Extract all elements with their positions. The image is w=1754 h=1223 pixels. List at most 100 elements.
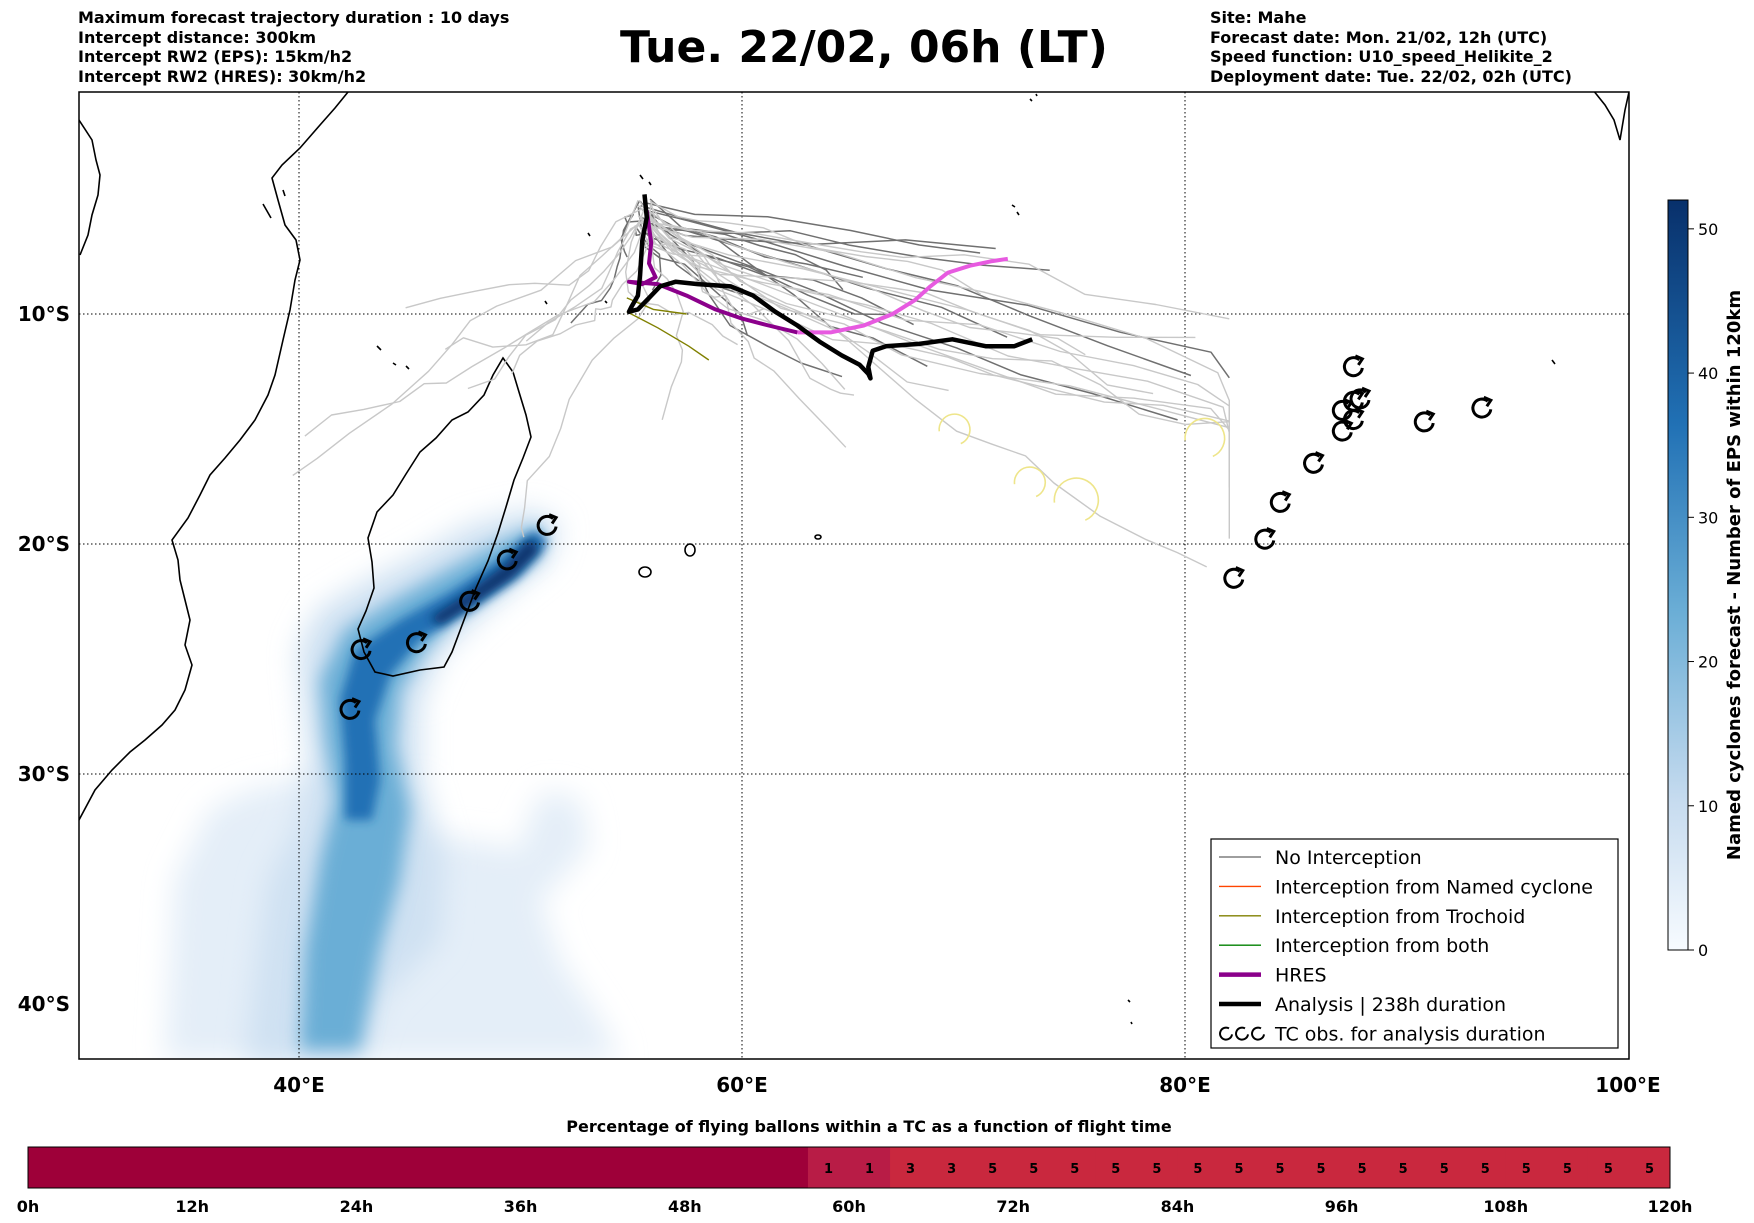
reunion-island: [638, 566, 652, 578]
bar-tick-label: 96h: [1325, 1197, 1359, 1216]
analysis-track: [626, 194, 1034, 381]
bar-cell: [972, 1147, 1014, 1188]
no-interception-track: [646, 202, 981, 254]
no-interception-track: [637, 223, 847, 448]
y-tick-label: 30°S: [18, 762, 70, 786]
tc-observation-arrow: [351, 697, 362, 709]
tc-observation-symbol: [536, 514, 558, 536]
africa-coastline: [79, 92, 349, 821]
no-interception-track: [520, 204, 652, 538]
colorbar-tick-label: 30: [1698, 508, 1718, 527]
tc-observation-arrow: [1354, 407, 1365, 419]
x-tick-label: 80°E: [1159, 1073, 1211, 1097]
legend-label: Analysis | 238h duration: [1275, 994, 1506, 1016]
bar-cell: [890, 1147, 932, 1188]
mauritius-island: [684, 543, 696, 557]
no-interception-track: [644, 219, 684, 420]
colorbar-gradient: [1667, 199, 1689, 951]
trochoid-loop: [938, 413, 971, 445]
header-right-line: Forecast date: Mon. 21/02, 12h (UTC): [1210, 27, 1548, 47]
amsterdam-islands: [1127, 999, 1133, 1025]
legend-label: Interception from both: [1275, 935, 1489, 957]
header-left-line: Intercept distance: 300km: [78, 27, 317, 47]
rodrigues-island: [814, 534, 822, 540]
bar-cell-label: 5: [1070, 1162, 1079, 1177]
hres-track-late: [797, 256, 1009, 335]
bar-cell-label: 5: [1399, 1162, 1408, 1177]
bar-cell-label: 5: [988, 1162, 997, 1177]
bar-tick-label: 120h: [1648, 1197, 1693, 1216]
bar-tick-label: 60h: [832, 1197, 866, 1216]
colorbar-tick-label: 0: [1698, 941, 1708, 960]
trochoid-track: [626, 311, 710, 361]
bar-tick-label: 72h: [996, 1197, 1030, 1216]
header-left-line: Intercept RW2 (EPS): 15km/h2: [78, 47, 353, 66]
tc-observation-symbol: [350, 639, 372, 661]
bar-title: Percentage of flying ballons within a TC…: [566, 1117, 1172, 1136]
bar-cell-label: 1: [824, 1162, 833, 1177]
legend-tc-symbol: [1251, 1026, 1265, 1041]
bar-tick-label: 24h: [340, 1197, 374, 1216]
legend-items: No Interception Interception from Named c…: [1219, 847, 1593, 1045]
bar-cells: 1 1 3 3 5 5 5 5 5 5 5 5 5 5 5 5 5 5 5 5 5: [28, 1147, 1671, 1188]
tc-observations: [339, 354, 1494, 720]
colorbar-tick-label: 40: [1698, 364, 1718, 383]
header-right-line: Deployment date: Tue. 22/02, 02h (UTC): [1210, 66, 1572, 86]
y-tick-label: 10°S: [18, 302, 70, 326]
no-interception-track: [637, 224, 1230, 539]
no-interception-track: [639, 218, 1230, 320]
header-left-line: Intercept RW2 (HRES): 30km/h2: [78, 66, 367, 86]
header-left-info: Maximum forecast trajectory duration : 1…: [78, 8, 509, 86]
cyclone-density-field: [165, 510, 620, 1059]
tc-observation-arrow: [470, 589, 481, 601]
header-right-line: Site: Mahe: [1210, 8, 1307, 27]
legend: No Interception Interception from Named c…: [1210, 838, 1619, 1049]
x-tick-label: 100°E: [1595, 1073, 1660, 1097]
bar-cell-label: 5: [1645, 1162, 1654, 1177]
tc-observation-arrow: [1361, 386, 1372, 398]
no-interception-track: [511, 217, 651, 375]
no-interception-track: [640, 216, 846, 390]
tc-observation-symbol: [1331, 420, 1353, 442]
bar-cell: [1382, 1147, 1425, 1188]
tc-observation-arrow: [1235, 566, 1245, 578]
bar-cell: [1423, 1147, 1466, 1188]
no-interception-track: [641, 222, 1230, 422]
tc-observation-symbol: [1413, 411, 1435, 433]
no-interception-track: [642, 204, 764, 316]
tc-observation-arrow: [508, 547, 519, 559]
legend-label: TC obs. for analysis duration: [1274, 1023, 1546, 1045]
bar-cell: [1505, 1147, 1548, 1188]
y-tick-label: 20°S: [18, 532, 70, 556]
tc-observation-arrow: [1483, 395, 1494, 408]
bar-cell: [1013, 1147, 1055, 1188]
no-interception-track: [467, 215, 643, 390]
bar-tick-label: 12h: [175, 1197, 209, 1216]
colorbar-tick-label: 10: [1698, 797, 1718, 816]
no-interception-track: [637, 215, 1208, 568]
trochoid-loop: [1184, 417, 1226, 458]
x-tick-label: 40°E: [273, 1073, 325, 1097]
no-interception-track: [405, 207, 643, 309]
legend-tc-symbol: [1235, 1026, 1249, 1041]
no-interception-track: [525, 206, 648, 342]
bar-cell: [1259, 1147, 1302, 1188]
bar-frame: [27, 1146, 1671, 1189]
no-interception-track: [649, 199, 1230, 426]
y-tick-label: 40°S: [18, 992, 70, 1016]
colorbar-label: Named cyclones forecast - Number of EPS …: [1724, 290, 1745, 860]
tc-observation-symbol: [1254, 528, 1276, 550]
no-interception-track: [649, 217, 1178, 421]
x-tick-label: 60°E: [716, 1073, 768, 1097]
bar-cell-label: 5: [1152, 1162, 1161, 1177]
bar-cell: [1218, 1147, 1260, 1188]
bar-cell-label: 5: [1276, 1162, 1285, 1177]
bar-cell: [1464, 1147, 1507, 1188]
tc-observation-symbol: [1349, 388, 1371, 410]
trochoid-tracks: [626, 297, 1226, 521]
chart-title: Tue. 22/02, 06h (LT): [620, 22, 1108, 73]
tc-observation-symbol: [1471, 397, 1493, 419]
bar-cell: [1095, 1147, 1137, 1188]
tc-observation-symbol: [1269, 491, 1291, 513]
colorbar: 0 10 20 30 40 50 Named cyclones forecast - Nu…: [1667, 199, 1745, 960]
